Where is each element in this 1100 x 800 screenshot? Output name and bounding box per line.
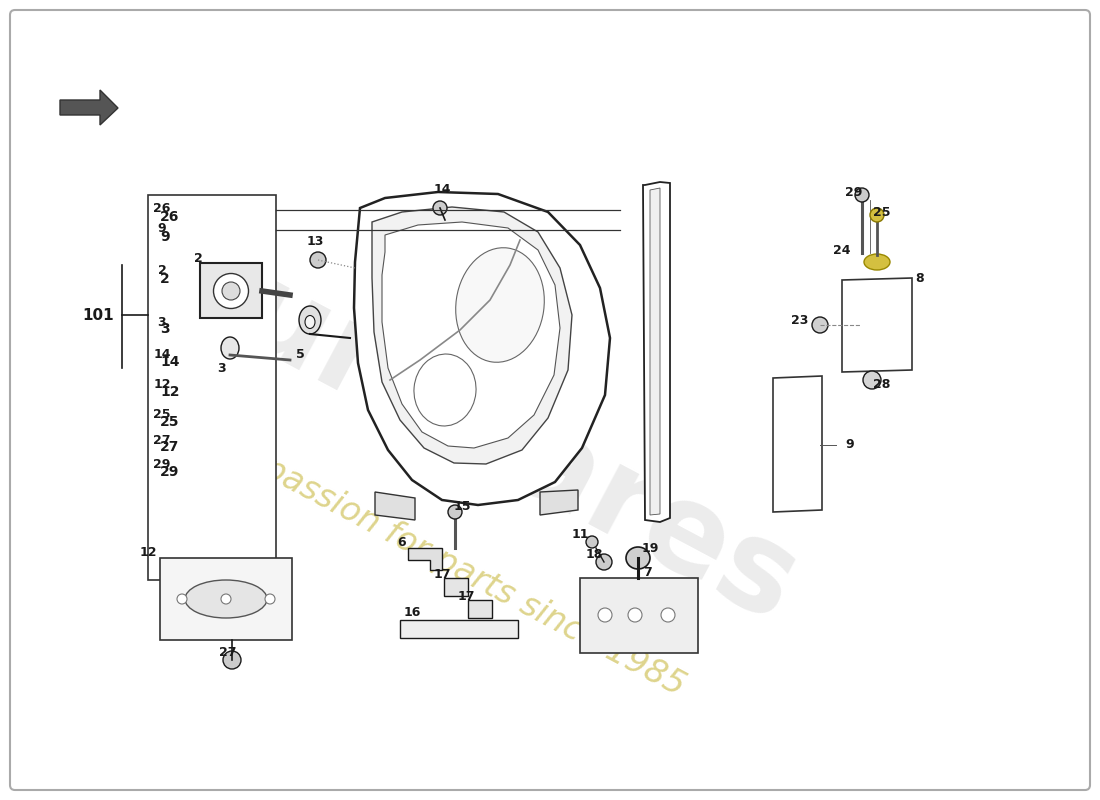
Circle shape: [223, 651, 241, 669]
Bar: [468, 600, 492, 618]
Circle shape: [598, 608, 612, 622]
Text: 17: 17: [458, 590, 475, 603]
Circle shape: [265, 594, 275, 604]
Polygon shape: [644, 182, 670, 522]
Polygon shape: [842, 278, 912, 372]
Bar: [444, 578, 468, 596]
Text: 29: 29: [160, 465, 179, 479]
Text: 25: 25: [153, 409, 170, 422]
Text: a passion for parts since 1985: a passion for parts since 1985: [230, 437, 691, 703]
Text: 12: 12: [153, 378, 170, 391]
Ellipse shape: [185, 580, 267, 618]
Text: 18: 18: [585, 549, 603, 562]
Text: 3: 3: [218, 362, 227, 375]
Polygon shape: [354, 192, 610, 505]
Ellipse shape: [221, 337, 239, 359]
Polygon shape: [375, 492, 415, 520]
Ellipse shape: [455, 248, 544, 362]
Circle shape: [870, 208, 884, 222]
Polygon shape: [60, 90, 118, 125]
Circle shape: [433, 201, 447, 215]
Bar: [148, 195, 276, 580]
Text: 8: 8: [915, 271, 924, 285]
Circle shape: [448, 505, 462, 519]
Text: 16: 16: [404, 606, 420, 618]
Ellipse shape: [299, 306, 321, 334]
Ellipse shape: [864, 254, 890, 270]
Polygon shape: [372, 207, 572, 464]
Circle shape: [812, 317, 828, 333]
Text: 28: 28: [873, 378, 891, 391]
Text: 24: 24: [834, 243, 850, 257]
Text: 19: 19: [641, 542, 659, 554]
Ellipse shape: [305, 315, 315, 329]
Circle shape: [661, 608, 675, 622]
Text: 2: 2: [157, 263, 166, 277]
Text: 2: 2: [160, 272, 169, 286]
Bar: [200, 263, 262, 318]
Text: 9: 9: [845, 438, 854, 451]
Text: 25: 25: [160, 415, 179, 429]
Bar: [160, 558, 292, 640]
Polygon shape: [650, 188, 660, 515]
Text: 14: 14: [153, 349, 170, 362]
Text: 7: 7: [644, 566, 652, 578]
Text: 29: 29: [153, 458, 170, 471]
Ellipse shape: [213, 274, 249, 309]
Text: 14: 14: [433, 183, 451, 196]
Text: 27: 27: [160, 440, 179, 454]
Text: 29: 29: [845, 186, 862, 198]
Text: 27: 27: [153, 434, 170, 446]
Text: 3: 3: [157, 315, 166, 329]
Circle shape: [596, 554, 612, 570]
Text: 11: 11: [571, 529, 588, 542]
Text: eurosares: eurosares: [142, 212, 817, 648]
Text: 25: 25: [873, 206, 891, 218]
Polygon shape: [408, 548, 442, 570]
Circle shape: [586, 536, 598, 548]
FancyBboxPatch shape: [10, 10, 1090, 790]
Circle shape: [864, 371, 881, 389]
Text: 12: 12: [140, 546, 156, 559]
Text: 9: 9: [160, 230, 169, 244]
Polygon shape: [540, 490, 578, 515]
Polygon shape: [382, 222, 560, 448]
Text: 15: 15: [453, 499, 471, 513]
Text: 23: 23: [791, 314, 808, 326]
Circle shape: [628, 608, 642, 622]
Text: 17: 17: [433, 569, 451, 582]
Text: 26: 26: [160, 210, 179, 224]
Circle shape: [177, 594, 187, 604]
Text: 26: 26: [153, 202, 170, 214]
Text: 27: 27: [219, 646, 236, 658]
Circle shape: [855, 188, 869, 202]
Text: 13: 13: [306, 235, 323, 248]
Text: 101: 101: [82, 307, 113, 322]
Text: 14: 14: [160, 355, 179, 369]
Circle shape: [310, 252, 326, 268]
Polygon shape: [400, 620, 518, 638]
Ellipse shape: [222, 282, 240, 300]
Text: 6: 6: [398, 537, 406, 550]
Text: 5: 5: [296, 348, 305, 361]
Text: 9: 9: [157, 222, 166, 234]
Ellipse shape: [626, 547, 650, 569]
Bar: [580, 578, 698, 653]
Text: 3: 3: [160, 322, 169, 336]
Ellipse shape: [414, 354, 476, 426]
Circle shape: [221, 594, 231, 604]
Polygon shape: [773, 376, 822, 512]
Text: 12: 12: [160, 385, 179, 399]
Text: 2: 2: [194, 251, 202, 265]
